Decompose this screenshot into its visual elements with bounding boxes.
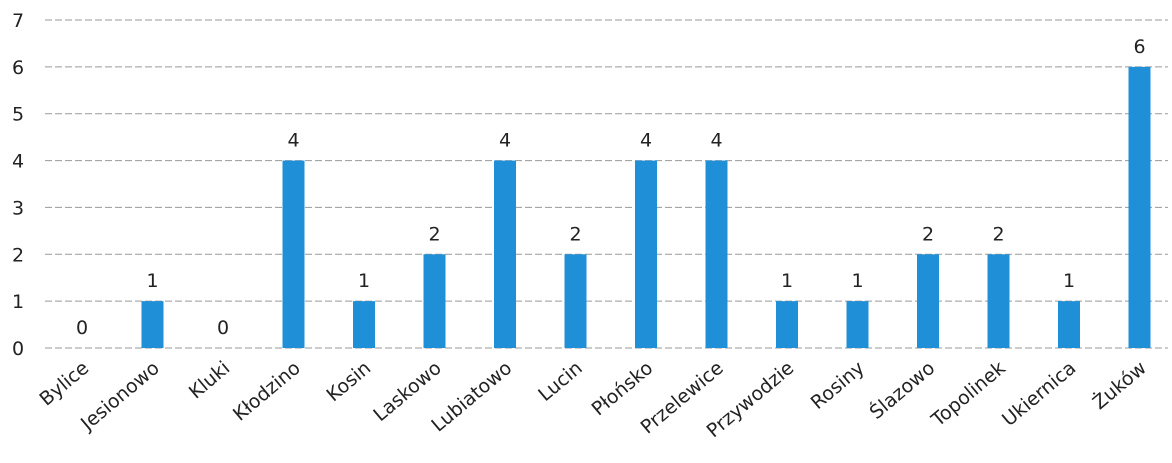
category-label: Lucin bbox=[534, 357, 586, 406]
bar bbox=[776, 301, 798, 348]
category-label: Kluki bbox=[185, 357, 234, 403]
category-label: Kosin bbox=[322, 357, 375, 406]
data-label: 4 bbox=[287, 130, 299, 152]
data-labels: 0 1 0 4 1 2 4 2 4 4 1 1 2 2 1 6 bbox=[76, 36, 1146, 339]
y-tick-label: 1 bbox=[12, 291, 24, 313]
category-label: Topolinek bbox=[927, 357, 1010, 432]
y-axis-tick-labels: 0 1 2 3 4 5 6 7 bbox=[12, 10, 24, 360]
data-label: 0 bbox=[217, 317, 229, 339]
data-label: 1 bbox=[851, 270, 863, 292]
y-tick-label: 2 bbox=[12, 244, 24, 266]
gridlines bbox=[45, 19, 1168, 349]
bars bbox=[141, 66, 1151, 348]
bar bbox=[564, 254, 587, 348]
data-label: 2 bbox=[992, 223, 1004, 245]
category-label: Bylice bbox=[35, 357, 93, 410]
bar bbox=[141, 301, 164, 348]
bar bbox=[423, 254, 446, 348]
bar bbox=[1058, 301, 1080, 348]
y-tick-label: 5 bbox=[12, 104, 24, 126]
data-label: 4 bbox=[499, 130, 511, 152]
data-label: 1 bbox=[1063, 270, 1075, 292]
bar bbox=[705, 160, 728, 348]
category-label: Rosiny bbox=[807, 357, 869, 414]
data-label: 1 bbox=[358, 270, 370, 292]
data-label: 1 bbox=[146, 270, 158, 292]
category-label: Żuków bbox=[1088, 356, 1151, 414]
bar bbox=[917, 254, 939, 348]
data-label: 0 bbox=[76, 317, 88, 339]
bar bbox=[987, 254, 1010, 348]
bar bbox=[282, 160, 305, 348]
data-label: 6 bbox=[1133, 36, 1145, 58]
category-label: Ukiernica bbox=[998, 357, 1080, 431]
category-label: Płońsko bbox=[588, 357, 658, 420]
category-label: Kłodzino bbox=[229, 357, 305, 426]
bar bbox=[1128, 66, 1151, 348]
y-tick-label: 3 bbox=[12, 197, 24, 219]
y-tick-label: 0 bbox=[12, 338, 24, 360]
bar bbox=[494, 160, 516, 348]
bar bbox=[353, 301, 375, 348]
bar bbox=[846, 301, 869, 348]
y-tick-label: 4 bbox=[12, 151, 24, 173]
bar bbox=[635, 160, 657, 348]
data-label: 4 bbox=[640, 130, 652, 152]
y-tick-label: 6 bbox=[12, 57, 24, 79]
data-label: 2 bbox=[428, 223, 440, 245]
data-label: 2 bbox=[569, 223, 581, 245]
data-label: 1 bbox=[781, 270, 793, 292]
data-label: 2 bbox=[922, 223, 934, 245]
y-tick-label: 7 bbox=[12, 10, 24, 32]
data-label: 4 bbox=[710, 130, 722, 152]
category-label: Jesionowo bbox=[76, 357, 164, 436]
